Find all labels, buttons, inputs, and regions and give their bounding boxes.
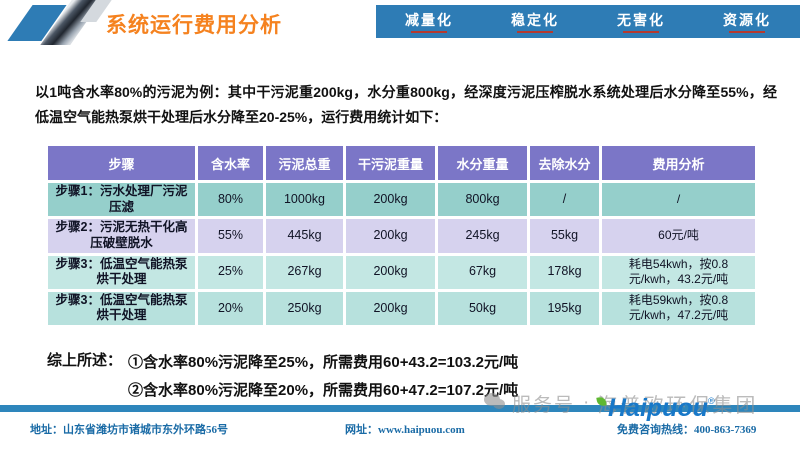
summary: 综上所述： ①含水率80%污泥降至25%，所需费用60+43.2=103.2元/… (47, 349, 518, 405)
cell-total: 250kg (263, 288, 346, 329)
col-header-dry: 干污泥重量 (343, 143, 438, 183)
cell-dry: 200kg (343, 252, 438, 292)
cell-water: 800kg (435, 179, 530, 220)
cost-table: 步骤 含水率 污泥总重 干污泥重量 水分重量 去除水分 费用分析 步骤1：污水处… (45, 143, 758, 329)
watermark-account-label: 服务号 (512, 394, 576, 416)
col-header-water: 水分重量 (435, 143, 530, 183)
cell-removed: 195kg (527, 288, 602, 329)
cell-removed: 55kg (527, 216, 602, 256)
summary-label: 综上所述： (47, 352, 123, 369)
haipuou-logo-text: Haipuou (608, 394, 708, 422)
nav-item-label: 资源化 (723, 14, 771, 29)
cell-removed: / (527, 179, 602, 220)
cell-moisture: 25% (195, 252, 266, 292)
footer-hotline: 免费咨询热线：400-863-7369 (617, 424, 757, 436)
cell-cost: 60元/吨 (599, 216, 758, 256)
cell-step: 步骤2：污泥无热干化高压破壁脱水 (45, 216, 198, 256)
col-header-step: 步骤 (45, 143, 198, 183)
haipuou-logo: Haipuou ® (596, 394, 715, 423)
footer-contact: 地址：山东省潍坊市诸城市东外环路56号 网址：www.haipuou.com 免… (0, 421, 800, 441)
col-header-total: 污泥总重 (263, 143, 346, 183)
cell-moisture: 20% (195, 288, 266, 329)
col-header-removed: 去除水分 (527, 143, 602, 183)
nav-item-label: 稳定化 (511, 14, 559, 29)
intro-text: 以1吨含水率80%的污泥为例：其中干污泥重200kg，水分重800kg，经深度污… (35, 84, 777, 125)
wechat-icon (484, 393, 506, 413)
nav-item-label: 减量化 (405, 14, 453, 29)
table-row: 步骤1：污水处理厂污泥压滤 80% 1000kg 200kg 800kg / / (45, 179, 758, 220)
summary-line-2: ②含水率80%污泥降至20%，所需费用60+47.2=107.2元/吨 (128, 382, 519, 399)
watermark-separator: · (583, 392, 590, 413)
nav-item-resource[interactable]: 资源化 (723, 10, 771, 33)
cell-water: 245kg (435, 216, 530, 256)
cell-water: 67kg (435, 252, 530, 292)
cell-total: 267kg (263, 252, 346, 292)
cell-total: 445kg (263, 216, 346, 256)
cell-step: 步骤3：低温空气能热泵烘干处理 (45, 252, 198, 292)
nav-underline (411, 31, 447, 33)
watermark-company-name: 海普欧环保集团 (597, 394, 759, 417)
cell-cost: / (599, 179, 758, 220)
footer-website[interactable]: 网址：www.haipuou.com (345, 424, 465, 436)
cell-moisture: 80% (195, 179, 266, 220)
nav-item-harmless[interactable]: 无害化 (617, 10, 665, 33)
cell-dry: 200kg (343, 179, 438, 220)
top-nav: 减量化 稳定化 无害化 资源化 (376, 5, 800, 38)
nav-underline (623, 31, 659, 33)
footer-bar (0, 405, 800, 412)
cell-removed: 178kg (527, 252, 602, 292)
summary-line-1: ①含水率80%污泥降至25%，所需费用60+43.2=103.2元/吨 (128, 354, 519, 371)
footer-address: 地址：山东省潍坊市诸城市东外环路56号 (30, 424, 228, 436)
registered-mark: ® (708, 396, 715, 406)
company-logo (4, 0, 112, 46)
nav-underline (729, 31, 765, 33)
cell-water: 50kg (435, 288, 530, 329)
col-header-moisture: 含水率 (195, 143, 266, 183)
nav-underline (517, 31, 553, 33)
page-title: 系统运行费用分析 (106, 14, 282, 37)
nav-item-label: 无害化 (617, 14, 665, 29)
cell-step: 步骤1：污水处理厂污泥压滤 (45, 179, 198, 220)
table-row: 步骤3：低温空气能热泵烘干处理 25% 267kg 200kg 67kg 178… (45, 252, 758, 292)
cell-cost: 耗电59kwh，按0.8元/kwh，47.2元/吨 (599, 288, 758, 329)
cell-step: 步骤3：低温空气能热泵烘干处理 (45, 288, 198, 329)
table-row: 步骤3：低温空气能热泵烘干处理 20% 250kg 200kg 50kg 195… (45, 288, 758, 329)
header: 系统运行费用分析 减量化 稳定化 无害化 资源化 (0, 0, 800, 46)
wechat-watermark: 服务号 · 海普欧环保集团 (484, 388, 758, 418)
nav-item-stabilization[interactable]: 稳定化 (511, 10, 559, 33)
nav-item-reduction[interactable]: 减量化 (405, 10, 453, 33)
cell-dry: 200kg (343, 216, 438, 256)
cell-total: 1000kg (263, 179, 346, 220)
col-header-cost: 费用分析 (599, 143, 758, 183)
cell-dry: 200kg (343, 288, 438, 329)
table-row: 步骤2：污泥无热干化高压破壁脱水 55% 445kg 200kg 245kg 5… (45, 216, 758, 256)
cell-moisture: 55% (195, 216, 266, 256)
leaf-icon (596, 396, 607, 407)
cell-cost: 耗电54kwh，按0.8元/kwh，43.2元/吨 (599, 252, 758, 292)
table-header-row: 步骤 含水率 污泥总重 干污泥重量 水分重量 去除水分 费用分析 (45, 143, 758, 183)
